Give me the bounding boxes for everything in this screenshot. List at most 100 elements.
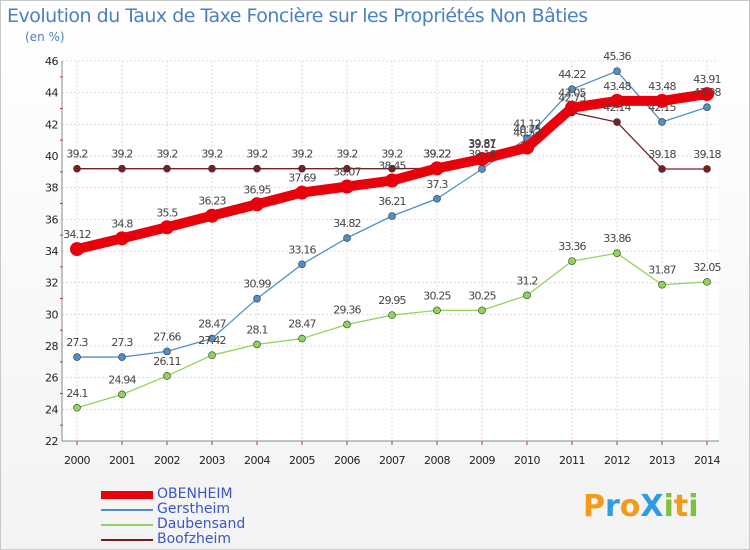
x-tick-label: 2000: [64, 454, 90, 467]
logo-letter: o: [619, 489, 641, 524]
x-tick-label: 2010: [514, 454, 540, 467]
x-tick-label: 2004: [244, 454, 270, 467]
data-label: 38.07: [333, 166, 361, 179]
data-label: 40.75: [513, 123, 541, 136]
data-point: [388, 311, 396, 319]
x-tick-label: 2006: [334, 454, 360, 467]
data-point: [73, 164, 81, 173]
data-label: 44.22: [558, 68, 586, 81]
logo-letter: r: [605, 489, 620, 524]
data-point: [343, 164, 351, 173]
data-label: 28.47: [288, 318, 316, 331]
data-label: 30.25: [468, 289, 496, 302]
data-label: 45.36: [603, 50, 631, 63]
data-label: 35.5: [156, 206, 178, 219]
data-label: 43.48: [648, 80, 676, 93]
x-tick-label: 2013: [649, 454, 675, 467]
data-point: [658, 280, 666, 289]
logo-letter: X: [640, 489, 664, 524]
data-label: 43.08: [693, 86, 721, 99]
data-label: 39.2: [111, 148, 132, 161]
data-point: [703, 103, 711, 112]
data-label: 28.1: [246, 323, 267, 336]
y-tick-label: 28: [45, 340, 58, 353]
y-tick-label: 36: [45, 213, 58, 226]
y-tick-label: 44: [45, 87, 58, 100]
series-obenheim: [70, 87, 714, 257]
data-point: [250, 197, 264, 212]
data-point: [568, 257, 576, 265]
data-label: 28.47: [198, 318, 226, 331]
y-tick-label: 30: [45, 308, 58, 321]
data-label: 30.25: [423, 289, 451, 302]
data-label: 39.2: [291, 148, 312, 161]
data-point: [73, 353, 81, 361]
y-tick-label: 32: [45, 277, 58, 290]
data-label: 36.23: [198, 195, 226, 208]
x-tick-label: 2012: [604, 454, 630, 467]
data-label: 42.15: [648, 101, 676, 114]
data-point: [613, 67, 621, 75]
data-label: 27.3: [111, 336, 133, 349]
data-label: 39.22: [423, 147, 451, 160]
x-tick-label: 2008: [424, 454, 450, 467]
data-label: 29.95: [378, 294, 406, 307]
data-label: 39.18: [468, 148, 496, 161]
data-label: 39.22: [423, 147, 451, 160]
data-point: [118, 164, 126, 173]
data-point: [163, 347, 171, 356]
data-label: 34.12: [63, 228, 91, 241]
data-label: 33.16: [288, 243, 316, 256]
data-label: 30.99: [243, 278, 271, 291]
x-tick-label: 2001: [109, 454, 135, 467]
data-point: [703, 278, 711, 286]
data-label: 34.82: [333, 217, 361, 230]
data-point: [253, 164, 261, 173]
y-tick-label: 22: [45, 435, 58, 448]
data-point: [703, 165, 711, 173]
legend-swatch: [101, 491, 153, 499]
x-tick-label: 2011: [559, 454, 585, 467]
data-point: [343, 320, 351, 329]
series-daubensand: [73, 249, 711, 412]
data-label: 37.3: [426, 178, 448, 191]
data-label: 40.53: [513, 127, 541, 140]
data-point: [475, 152, 489, 167]
legend-swatch: [101, 524, 153, 526]
legend-swatch: [101, 539, 153, 541]
data-label: 34.8: [111, 217, 133, 230]
data-point: [298, 164, 306, 173]
data-point: [565, 100, 579, 115]
data-point: [205, 208, 219, 223]
data-point: [340, 179, 354, 194]
data-point: [613, 249, 621, 258]
data-point: [478, 306, 486, 315]
data-label: 37.69: [288, 172, 316, 185]
data-label: 24.1: [66, 387, 87, 400]
y-tick-label: 34: [45, 245, 58, 258]
legend-label: Boofzheim: [157, 531, 232, 547]
data-label: 27.66: [153, 330, 181, 343]
x-tick-label: 2003: [199, 454, 225, 467]
data-label: 41.12: [513, 117, 541, 130]
data-label: 39.2: [246, 148, 267, 161]
data-point: [388, 212, 396, 220]
data-point: [208, 351, 216, 359]
proxiti-logo: ProXiti: [583, 489, 699, 524]
data-label: 24.94: [108, 373, 136, 386]
data-label: 43.48: [603, 80, 631, 93]
chart-title: Evolution du Taux de Taxe Foncière sur l…: [7, 5, 588, 27]
data-point: [208, 334, 216, 343]
data-label: 31.2: [516, 274, 537, 287]
data-label: 29.36: [333, 303, 361, 316]
data-label: 39.2: [156, 148, 177, 161]
data-point: [115, 231, 129, 246]
data-point: [700, 87, 714, 102]
data-point: [388, 164, 396, 173]
logo-letter: P: [583, 489, 605, 524]
x-tick-label: 2007: [379, 454, 405, 467]
data-label: 39.87: [468, 137, 496, 150]
data-point: [343, 234, 351, 242]
data-label: 32.05: [693, 261, 721, 274]
